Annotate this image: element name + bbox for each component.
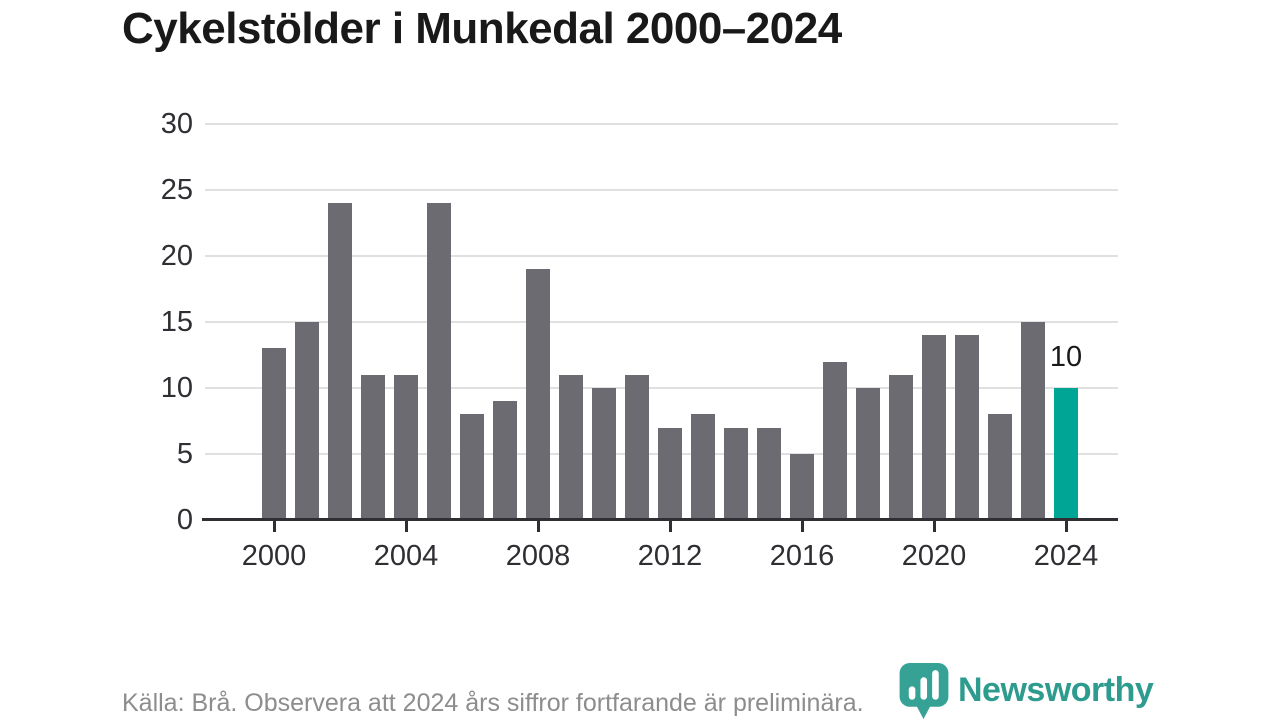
y-axis-label: 0 — [176, 504, 193, 536]
gridline — [205, 255, 1118, 257]
bar — [592, 388, 616, 520]
x-axis-tick — [1064, 521, 1068, 532]
bar — [295, 322, 319, 520]
bar — [1021, 322, 1045, 520]
bar — [823, 361, 847, 520]
source-note: Källa: Brå. Observera att 2024 års siffr… — [122, 689, 864, 717]
y-axis-label: 5 — [176, 438, 193, 470]
x-axis-tick — [668, 521, 672, 532]
x-axis-label: 2000 — [241, 540, 307, 572]
x-axis-tick — [932, 521, 936, 532]
bar — [790, 454, 814, 520]
bar — [658, 427, 682, 520]
x-axis-tick — [272, 521, 276, 532]
bar — [427, 203, 451, 520]
bar-highlighted — [1054, 388, 1078, 520]
x-axis-label: 2016 — [769, 540, 835, 572]
x-axis-label: 2008 — [505, 540, 571, 572]
x-axis-label: 2020 — [901, 540, 967, 572]
bar — [988, 414, 1012, 520]
bar — [526, 269, 550, 520]
x-axis-tick — [536, 521, 540, 532]
bar — [691, 414, 715, 520]
bar — [856, 388, 880, 520]
chart-title: Cykelstölder i Munkedal 2000–2024 — [122, 4, 842, 53]
bar — [922, 335, 946, 520]
bar — [328, 203, 352, 520]
bar — [493, 401, 517, 520]
gridline — [205, 321, 1118, 323]
y-axis-label: 10 — [160, 372, 193, 404]
y-axis-label: 20 — [160, 240, 193, 272]
x-axis-tick — [800, 521, 804, 532]
x-axis-line — [202, 518, 1118, 521]
newsworthy-logo: Newsworthy — [898, 662, 1154, 720]
y-axis-label: 30 — [160, 108, 193, 140]
newsworthy-wordmark: Newsworthy — [958, 671, 1154, 709]
plot-area: 10 — [202, 123, 1118, 521]
bar-value-label: 10 — [1049, 341, 1083, 373]
y-axis-label: 15 — [160, 306, 193, 338]
bar — [262, 348, 286, 520]
bar-chart-bubble-icon — [899, 663, 949, 719]
bar — [625, 374, 649, 520]
bar — [394, 374, 418, 520]
bar — [460, 414, 484, 520]
bar — [724, 427, 748, 520]
bar — [559, 374, 583, 520]
gridline — [205, 123, 1118, 125]
x-axis: 2000 2004 2008 2012 2016 2020 2024 — [205, 521, 1118, 581]
bar — [889, 374, 913, 520]
x-axis-tick — [404, 521, 408, 532]
x-axis-label: 2024 — [1033, 540, 1099, 572]
bar — [757, 427, 781, 520]
bar — [361, 374, 385, 520]
x-axis-label: 2012 — [637, 540, 703, 572]
bar — [955, 335, 979, 520]
x-axis-label: 2004 — [373, 540, 439, 572]
gridline — [205, 189, 1118, 191]
y-axis: 0 5 10 15 20 25 30 — [0, 0, 193, 720]
gridline — [205, 387, 1118, 389]
y-axis-label: 25 — [160, 174, 193, 206]
